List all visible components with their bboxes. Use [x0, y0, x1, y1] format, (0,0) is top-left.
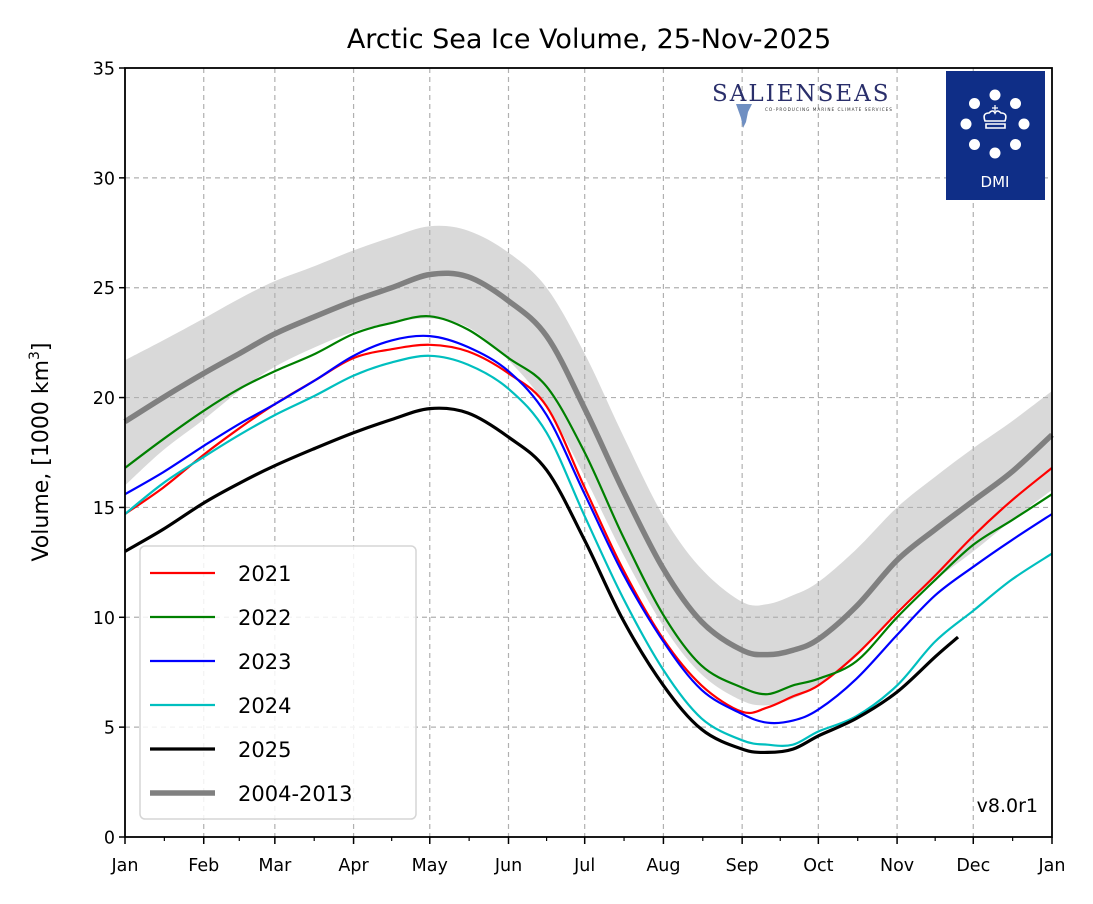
chart-title: Arctic Sea Ice Volume, 25-Nov-2025 — [347, 24, 831, 55]
legend-label-2024: 2024 — [238, 694, 291, 718]
climatology-range-band — [125, 225, 1052, 706]
legend-label-2025: 2025 — [238, 738, 291, 762]
series-line-2025 — [124, 406, 960, 755]
dmi-dot — [989, 147, 1001, 159]
series-line-2023 — [124, 334, 1053, 725]
plot-frame — [124, 67, 1053, 838]
salienseas-logo: SALIENSEAS CO-PRODUCING MARINE CLIMATE S… — [712, 81, 893, 128]
y-axis-label-main: Volume, [1000 km — [29, 360, 54, 562]
dmi-dot — [989, 89, 1001, 101]
y-tick-label: 5 — [104, 719, 115, 739]
dmi-logo-text: DMI — [981, 173, 1010, 191]
x-tick-label: Oct — [803, 856, 833, 876]
y-axis-label-end: ] — [29, 342, 54, 351]
y-axis-label-superscript: 3 — [27, 351, 43, 360]
y-tick-label: 25 — [93, 279, 115, 299]
legend-label-2021: 2021 — [238, 562, 291, 586]
x-tick-label: Aug — [646, 856, 680, 876]
dmi-dot — [968, 97, 980, 109]
dmi-logo: DMI — [946, 71, 1045, 200]
x-tick-label: Mar — [258, 856, 292, 876]
y-tick-label: 0 — [104, 829, 115, 849]
dmi-dot — [1018, 118, 1030, 130]
x-tick-label: Sep — [726, 856, 759, 876]
dmi-dot — [968, 139, 980, 151]
x-tick-label: Nov — [880, 856, 914, 876]
x-tick-label: Dec — [956, 856, 990, 876]
series-line-2024 — [124, 354, 1053, 747]
x-tick-label: May — [412, 856, 448, 876]
x-tick-label: Jan — [111, 856, 139, 876]
y-tick-label: 35 — [93, 60, 115, 80]
y-tick-label: 20 — [93, 389, 115, 409]
x-tick-label: Feb — [188, 856, 219, 876]
legend-label-2004-2013: 2004-2013 — [238, 782, 352, 806]
version-label: v8.0r1 — [977, 795, 1038, 817]
y-tick-label: 30 — [93, 169, 115, 189]
dmi-dot — [1010, 97, 1022, 109]
x-tick-label: Jun — [494, 856, 522, 876]
salienseas-tagline: CO-PRODUCING MARINE CLIMATE SERVICES — [765, 107, 893, 112]
salienseas-logo-text: SALIENSEAS — [712, 81, 891, 107]
y-axis-label: Volume, [1000 km3] — [27, 342, 54, 561]
y-tick-label: 10 — [93, 609, 115, 629]
dmi-dot — [1010, 139, 1022, 151]
cross-icon — [992, 105, 998, 111]
series-line-2004-2013 — [123, 270, 1054, 658]
climatology-band-area — [125, 225, 1052, 706]
series-line-2022 — [124, 315, 1053, 696]
dmi-dots-icon — [960, 89, 1030, 159]
series-lines — [123, 270, 1054, 755]
crown-icon — [983, 110, 1007, 129]
legend: 2021 2022 2023 2024 2025 2004-2013 — [139, 545, 417, 820]
y-tick-label: 15 — [93, 499, 115, 519]
dmi-dot — [960, 118, 972, 130]
legend-label-2022: 2022 — [238, 606, 291, 630]
x-tick-label: Jan — [1038, 856, 1066, 876]
x-tick-label: Apr — [338, 856, 369, 876]
legend-box — [139, 545, 417, 820]
x-tick-label: Jul — [573, 856, 595, 876]
legend-label-2023: 2023 — [238, 650, 291, 674]
iceberg-icon — [736, 104, 752, 128]
